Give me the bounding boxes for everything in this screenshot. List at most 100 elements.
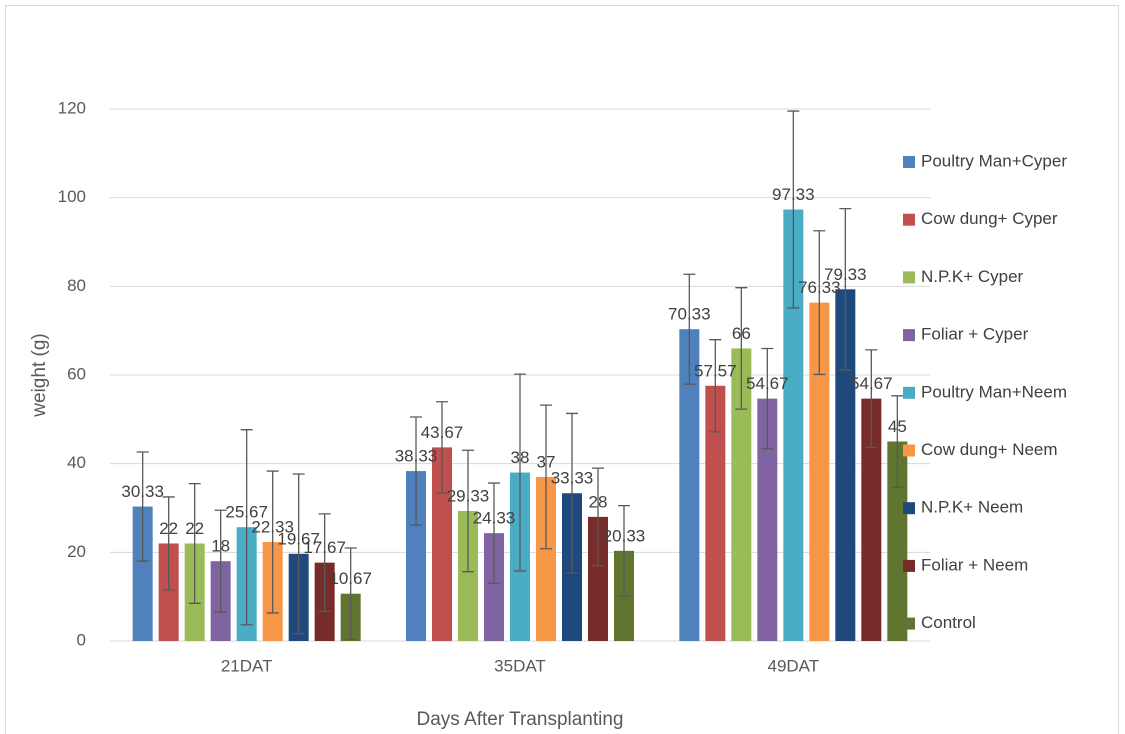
legend-label: N.P.K+ Neem bbox=[921, 498, 1023, 517]
data-label: 18 bbox=[211, 537, 230, 556]
legend-swatch bbox=[903, 502, 915, 515]
data-label: 20.33 bbox=[603, 526, 646, 545]
y-tick-label: 120 bbox=[58, 98, 86, 117]
bar bbox=[783, 209, 804, 641]
data-label: 22 bbox=[185, 519, 204, 538]
data-label: 24.33 bbox=[473, 509, 516, 528]
error-bar bbox=[839, 207, 852, 371]
data-label: 45 bbox=[888, 417, 907, 436]
error-bar bbox=[592, 467, 604, 567]
bar bbox=[588, 516, 608, 641]
bar bbox=[458, 510, 478, 641]
legend-label: Poultry Man+Cyper bbox=[921, 151, 1067, 170]
error-bar bbox=[514, 373, 526, 572]
bar bbox=[132, 506, 153, 641]
error-bar bbox=[214, 509, 227, 613]
error-bar bbox=[488, 482, 500, 584]
data-label: 79.33 bbox=[824, 265, 867, 284]
bar bbox=[484, 533, 504, 641]
error-bar bbox=[787, 110, 800, 309]
bar bbox=[757, 398, 778, 641]
legend-label: Cow dung+ Cyper bbox=[921, 209, 1058, 228]
error-bar bbox=[188, 482, 201, 604]
data-label: 66 bbox=[732, 324, 751, 343]
error-bar bbox=[813, 230, 826, 376]
bar bbox=[887, 441, 908, 641]
y-tick-label: 100 bbox=[58, 187, 86, 206]
data-label: 30.33 bbox=[121, 482, 164, 501]
data-label: 57.57 bbox=[694, 361, 737, 380]
data-label: 54.67 bbox=[850, 374, 893, 393]
error-bar bbox=[618, 505, 630, 597]
legend-swatch bbox=[903, 156, 915, 168]
error-bar bbox=[735, 287, 748, 410]
legend-label: N.P.K+ Cyper bbox=[921, 267, 1024, 286]
legend-swatch bbox=[903, 617, 915, 630]
legend-swatch bbox=[903, 386, 915, 399]
data-label: 33.33 bbox=[551, 469, 594, 488]
bar bbox=[406, 471, 426, 641]
data-label: 17.67 bbox=[303, 538, 346, 557]
legend-swatch bbox=[903, 213, 915, 226]
data-label: 38 bbox=[511, 448, 530, 467]
error-bar bbox=[240, 429, 253, 626]
legend-label: Poultry Man+Neem bbox=[921, 382, 1067, 401]
legend-label: Foliar + Neem bbox=[921, 555, 1028, 574]
data-label: 43.67 bbox=[421, 423, 464, 442]
data-label: 22.33 bbox=[251, 517, 294, 536]
data-label: 19.67 bbox=[277, 529, 320, 548]
data-label: 25.67 bbox=[225, 503, 268, 522]
y-tick-label: 0 bbox=[77, 630, 86, 649]
legend-label: Cow dung+ Neem bbox=[921, 440, 1058, 459]
bar bbox=[835, 289, 856, 641]
legend-swatch bbox=[903, 444, 915, 457]
bar bbox=[809, 302, 830, 641]
x-tick-label: 21DAT bbox=[221, 656, 273, 675]
error-bar bbox=[540, 404, 552, 550]
bar bbox=[861, 398, 882, 641]
data-label: 38.33 bbox=[395, 447, 438, 466]
x-axis-title: Days After Transplanting bbox=[417, 709, 624, 730]
error-bar bbox=[344, 547, 357, 641]
x-tick-label: 35DAT bbox=[494, 656, 546, 675]
error-bar bbox=[683, 273, 696, 385]
error-bar bbox=[865, 349, 878, 449]
error-bar bbox=[292, 473, 305, 635]
data-label: 70.33 bbox=[668, 305, 711, 324]
x-tick-label: 49DAT bbox=[768, 656, 820, 675]
bar bbox=[536, 476, 556, 641]
y-tick-label: 60 bbox=[67, 364, 86, 383]
legend-swatch bbox=[903, 271, 915, 284]
chart-border bbox=[5, 5, 1119, 734]
data-label: 76.33 bbox=[798, 278, 841, 297]
error-bar bbox=[891, 395, 904, 488]
data-label: 28 bbox=[589, 492, 608, 511]
data-label: 37 bbox=[537, 452, 556, 471]
y-axis-title: weight (g) bbox=[29, 333, 50, 417]
bar bbox=[705, 385, 726, 641]
error-bar bbox=[410, 416, 422, 526]
data-label: 10.67 bbox=[329, 569, 372, 588]
bar bbox=[731, 348, 752, 641]
legend-label: Control bbox=[921, 613, 976, 632]
error-bar bbox=[462, 449, 474, 573]
legend-label: Foliar + Cyper bbox=[921, 325, 1029, 344]
error-bar bbox=[709, 339, 722, 433]
data-label: 22 bbox=[159, 519, 178, 538]
error-bar bbox=[566, 412, 578, 574]
legend-swatch bbox=[903, 329, 915, 342]
y-tick-label: 40 bbox=[67, 453, 86, 472]
y-tick-label: 80 bbox=[67, 276, 86, 295]
legend-swatch bbox=[903, 559, 915, 572]
bar bbox=[679, 329, 700, 641]
error-bar bbox=[136, 451, 149, 562]
data-label: 29.33 bbox=[447, 486, 490, 505]
bar bbox=[432, 447, 452, 641]
data-label: 54.67 bbox=[746, 374, 789, 393]
data-label: 97.33 bbox=[772, 185, 815, 204]
error-bar bbox=[318, 513, 331, 613]
error-bar bbox=[266, 470, 279, 614]
bar bbox=[158, 543, 179, 641]
y-tick-label: 20 bbox=[67, 542, 86, 561]
